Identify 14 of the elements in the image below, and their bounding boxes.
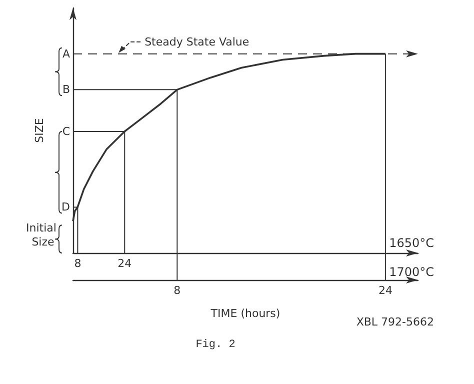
y-axis-title: SIZE bbox=[33, 118, 46, 143]
ref-line-label: C bbox=[62, 124, 70, 138]
ref-line-label: D bbox=[62, 200, 70, 214]
annotation: Steady State Value bbox=[144, 35, 250, 48]
ref-line-label: A bbox=[62, 47, 70, 60]
x2-tick-label: 24 bbox=[118, 257, 132, 270]
caption: Fig. 2 bbox=[196, 339, 236, 351]
text: Initial Size bbox=[26, 222, 60, 248]
x2-tick-label: 8 bbox=[74, 257, 82, 270]
text: XBL 792-5662 bbox=[356, 316, 434, 328]
text: 1700°C bbox=[389, 265, 434, 279]
x-axis-title: TIME (hours) bbox=[210, 307, 280, 320]
annotation: 1650°C bbox=[389, 236, 434, 250]
ref-line-label: B bbox=[62, 83, 70, 96]
